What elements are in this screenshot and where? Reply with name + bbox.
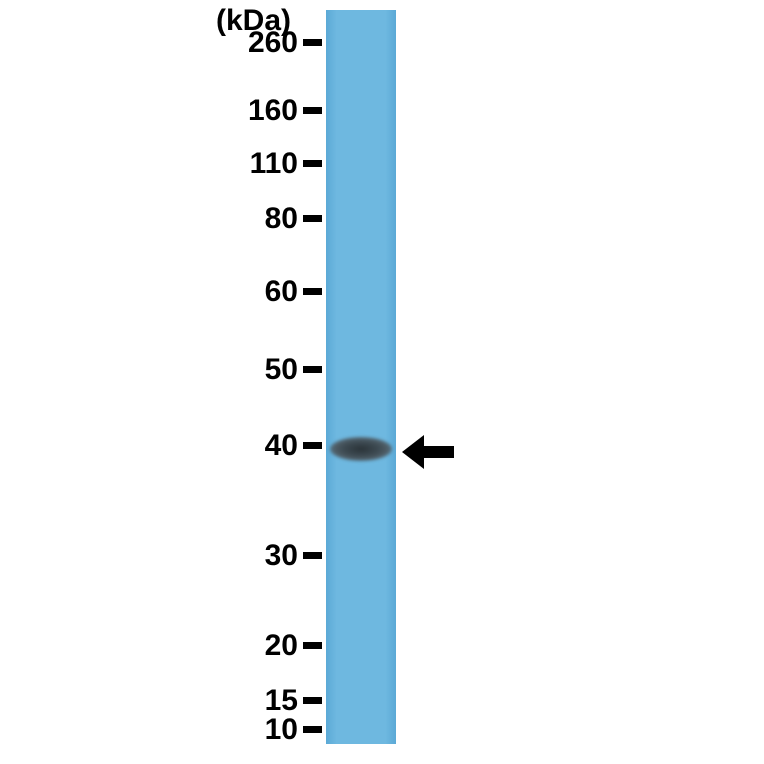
marker-tick [303, 160, 322, 167]
arrow-shaft [424, 446, 454, 458]
marker-tick [303, 39, 322, 46]
marker-tick [303, 215, 322, 222]
marker-label: 260 [248, 26, 298, 60]
marker-tick [303, 288, 322, 295]
protein-band [330, 437, 392, 461]
marker-tick [303, 442, 322, 449]
marker-tick [303, 726, 322, 733]
marker-label: 80 [265, 202, 298, 236]
marker-label: 10 [265, 713, 298, 747]
marker-tick [303, 107, 322, 114]
marker-tick [303, 642, 322, 649]
marker-tick [303, 552, 322, 559]
band-indicator-arrow [402, 435, 454, 469]
blot-lane [326, 10, 396, 744]
marker-label: 50 [265, 353, 298, 387]
western-blot-figure: (kDa) 2601601108060504030201510 [0, 0, 764, 764]
arrow-head-icon [402, 435, 424, 469]
marker-tick [303, 697, 322, 704]
marker-label: 110 [250, 147, 298, 181]
marker-label: 60 [265, 275, 298, 309]
marker-label: 160 [248, 94, 298, 128]
marker-tick [303, 366, 322, 373]
marker-label: 20 [265, 629, 298, 663]
marker-label: 40 [265, 429, 298, 463]
marker-label: 30 [265, 539, 298, 573]
